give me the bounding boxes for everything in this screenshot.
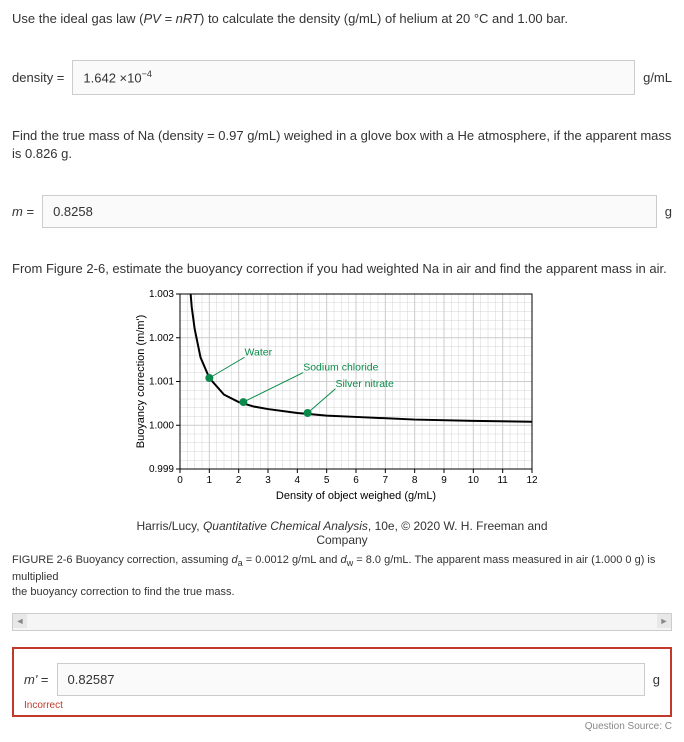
q1-suffix: ) to calculate the density (g/mL) of hel… bbox=[200, 11, 568, 26]
mprime-label: m' = bbox=[24, 672, 49, 687]
q1-eq: PV = nRT bbox=[144, 11, 200, 26]
density-unit: g/mL bbox=[643, 70, 672, 85]
chart-credit: Harris/Lucy, Quantitative Chemical Analy… bbox=[132, 519, 552, 547]
svg-text:1.000: 1.000 bbox=[149, 420, 174, 431]
svg-text:1: 1 bbox=[207, 475, 213, 486]
question-3: From Figure 2-6, estimate the buoyancy c… bbox=[12, 260, 672, 278]
density-row: density = 1.642 ×10−4 g/mL bbox=[12, 60, 672, 94]
density-value: 1.642 ×10 bbox=[83, 71, 141, 86]
svg-text:10: 10 bbox=[468, 475, 480, 486]
density-input[interactable]: 1.642 ×10−4 bbox=[72, 60, 635, 94]
question-2: Find the true mass of Na (density = 0.97… bbox=[12, 127, 672, 163]
svg-text:Density of object weighed (g/m: Density of object weighed (g/mL) bbox=[276, 490, 436, 502]
svg-text:9: 9 bbox=[441, 475, 447, 486]
mprime-unit: g bbox=[653, 672, 660, 687]
buoyancy-chart: 01234567891011120.9991.0001.0011.0021.00… bbox=[132, 284, 552, 514]
svg-text:2: 2 bbox=[236, 475, 242, 486]
svg-text:12: 12 bbox=[526, 475, 538, 486]
mass-label: m = bbox=[12, 204, 34, 219]
question-source: Question Source: C bbox=[12, 721, 672, 732]
chart-container: 01234567891011120.9991.0001.0011.0021.00… bbox=[12, 284, 672, 547]
density-label: density = bbox=[12, 70, 64, 85]
horizontal-scrollbar[interactable]: ◄ ► bbox=[12, 613, 672, 631]
mass-row: m = 0.8258 g bbox=[12, 195, 672, 228]
incorrect-status: Incorrect bbox=[24, 700, 660, 711]
figure-caption: FIGURE 2-6 Buoyancy correction, assuming… bbox=[12, 553, 672, 601]
incorrect-answer-box: m' = 0.82587 g Incorrect bbox=[12, 647, 672, 717]
svg-text:4: 4 bbox=[295, 475, 301, 486]
svg-text:Sodium chloride: Sodium chloride bbox=[303, 362, 378, 374]
mass-unit: g bbox=[665, 204, 672, 219]
scroll-right-icon[interactable]: ► bbox=[657, 614, 671, 628]
svg-text:Water: Water bbox=[245, 346, 273, 358]
question-1: Use the ideal gas law (PV = nRT) to calc… bbox=[12, 10, 672, 28]
svg-text:3: 3 bbox=[265, 475, 271, 486]
q1-prefix: Use the ideal gas law ( bbox=[12, 11, 144, 26]
svg-text:5: 5 bbox=[324, 475, 330, 486]
mass-input[interactable]: 0.8258 bbox=[42, 195, 657, 228]
svg-text:1.003: 1.003 bbox=[149, 289, 174, 300]
svg-text:7: 7 bbox=[383, 475, 389, 486]
svg-text:0: 0 bbox=[177, 475, 183, 486]
svg-text:Buoyancy correction (m/m'): Buoyancy correction (m/m') bbox=[135, 315, 147, 449]
svg-text:8: 8 bbox=[412, 475, 418, 486]
svg-text:11: 11 bbox=[497, 475, 508, 486]
mprime-input[interactable]: 0.82587 bbox=[57, 663, 645, 696]
svg-text:Silver nitrate: Silver nitrate bbox=[335, 378, 394, 390]
density-exp: −4 bbox=[142, 69, 152, 79]
svg-text:1.001: 1.001 bbox=[149, 377, 174, 388]
svg-text:1.002: 1.002 bbox=[149, 333, 174, 344]
svg-text:0.999: 0.999 bbox=[149, 464, 174, 475]
svg-text:6: 6 bbox=[353, 475, 359, 486]
scroll-left-icon[interactable]: ◄ bbox=[13, 614, 27, 628]
